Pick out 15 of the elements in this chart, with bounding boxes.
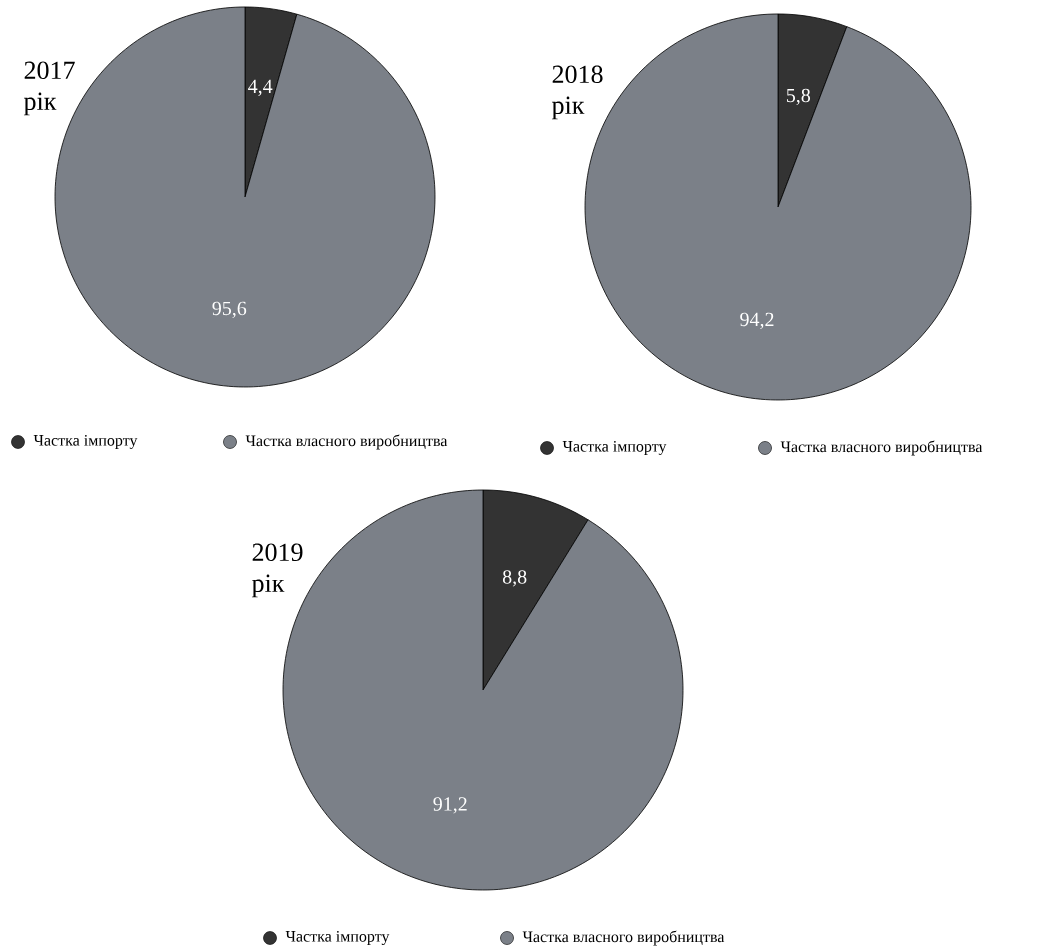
text: 2017 рік bbox=[23, 61, 75, 116]
data-label: 5,8 bbox=[786, 88, 811, 106]
data-label: 91,2 bbox=[433, 797, 467, 814]
legend-label: Частка імпорту bbox=[285, 930, 390, 946]
text: 2018 рік bbox=[551, 65, 603, 120]
legend-label: Частка імпорту bbox=[562, 440, 667, 456]
data-label: 95,6 bbox=[212, 301, 247, 319]
data-label: 94,2 bbox=[740, 312, 774, 330]
legend-label: Частка власного виробництва bbox=[245, 434, 448, 450]
data-label: 8,8 bbox=[502, 570, 527, 587]
data-label: 4,4 bbox=[248, 79, 273, 96]
legend-label: Частка власного виробництва bbox=[780, 440, 983, 456]
legend-label: Частка імпорту bbox=[33, 434, 138, 450]
text: 2019 рік bbox=[251, 543, 303, 598]
legend-label: Частка власного виробництва bbox=[522, 930, 725, 946]
